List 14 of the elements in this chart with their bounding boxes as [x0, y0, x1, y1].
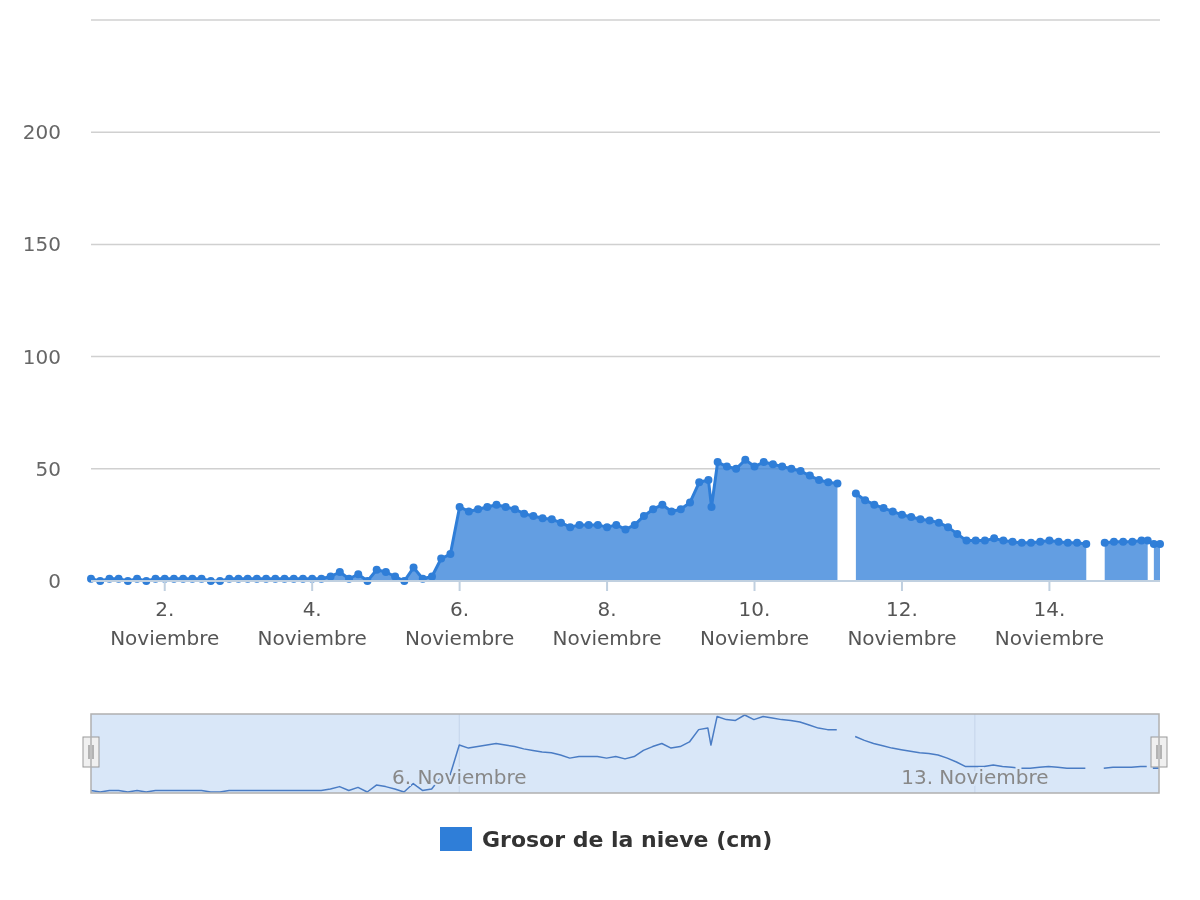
y-tick-label: 0 — [48, 569, 61, 593]
x-tick-label: 6. Noviembre — [405, 597, 515, 650]
y-tick-label: 100 — [22, 344, 61, 369]
x-tick-label: 4. Noviembre — [257, 597, 367, 650]
x-tick-label: 2. Noviembre — [110, 597, 220, 650]
x-tick-label: 14. Noviembre — [994, 597, 1104, 650]
legend-label: Grosor de la nieve (cm) — [482, 826, 773, 852]
x-tick-label: 12. Noviembre — [847, 597, 957, 650]
y-tick-label: 50 — [35, 456, 61, 481]
x-tick-label: 10. Noviembre — [699, 597, 810, 650]
x-tick-label: 13. Noviembre — [901, 765, 1049, 789]
y-tick-label: 200 — [22, 120, 61, 145]
x-tick-label: 8. Noviembre — [552, 597, 662, 650]
y-tick-label: 150 — [22, 232, 61, 257]
